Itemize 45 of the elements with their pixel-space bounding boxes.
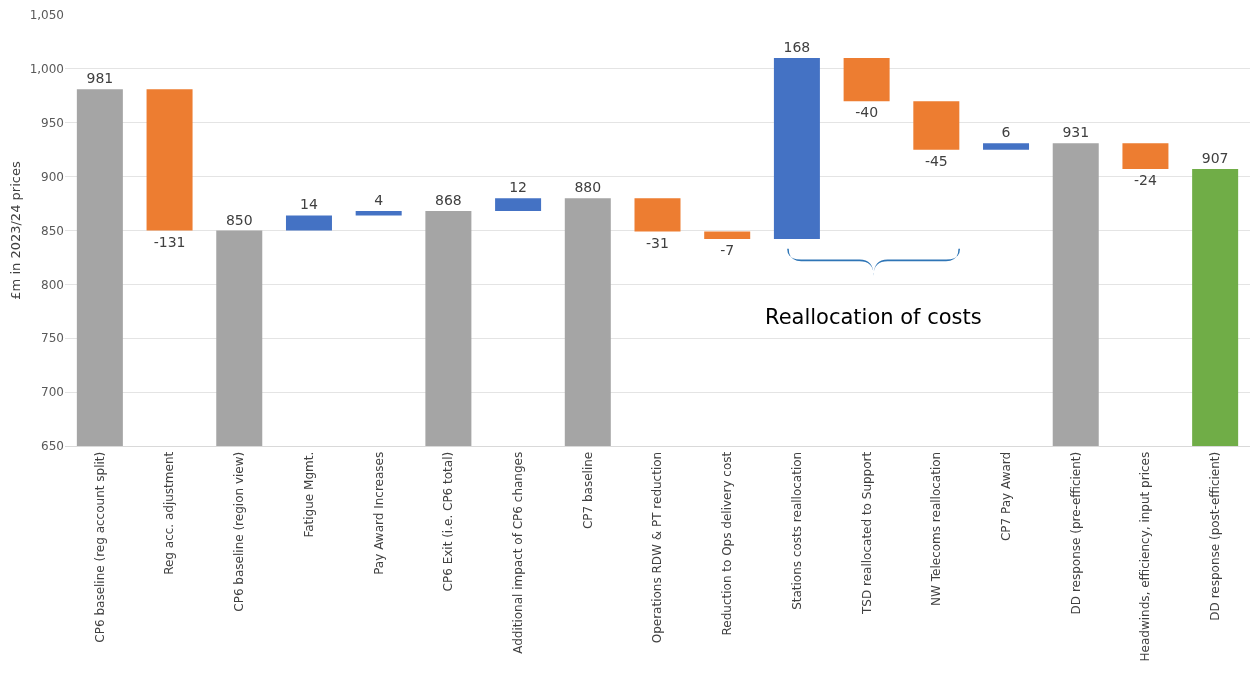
data-label: 907	[1201, 150, 1229, 167]
y-axis-title: £m in 2023/24 prices	[7, 161, 23, 300]
y-tick-label: 700	[41, 385, 64, 400]
data-label: 981	[86, 70, 114, 87]
data-label: -24	[1133, 172, 1157, 189]
x-tick-label: CP6 Exit (i.e. CP6 total)	[441, 451, 456, 592]
data-label: -131	[153, 233, 186, 250]
data-label: 6	[1001, 124, 1011, 141]
x-tick-label: DD response (post-efficient)	[1208, 451, 1223, 621]
data-label: -40	[855, 104, 879, 121]
y-tick-label: 900	[41, 169, 64, 184]
data-label: -45	[924, 152, 948, 169]
x-tick-label: CP6 baseline (reg account split)	[92, 451, 107, 643]
y-tick-label: 850	[41, 223, 64, 238]
y-tick-label: 950	[41, 115, 64, 130]
data-label: 850	[225, 211, 253, 228]
x-tick-label: CP7 baseline	[580, 451, 595, 530]
y-tick-label: 650	[41, 439, 64, 454]
data-label: -7	[720, 242, 735, 259]
x-tick-label: TSD reallocated to Support	[859, 451, 874, 615]
x-tick-label: Reduction to Ops delivery cost	[720, 451, 735, 636]
x-tick-label: Additional impact of CP6 changes	[510, 451, 525, 654]
y-tick-label: 1,000	[29, 62, 64, 77]
x-tick-label: Operations RDW & PT reduction	[650, 451, 665, 644]
x-tick-label: Reg acc. adjustment	[162, 451, 177, 575]
x-tick-label: DD response (pre-efficient)	[1068, 451, 1083, 615]
x-tick-label: NW Telecoms reallocation	[929, 451, 944, 606]
data-label: 168	[783, 39, 811, 56]
data-label: -31	[646, 234, 669, 251]
data-label: 880	[574, 179, 602, 196]
x-tick-label: Fatigue Mgmt.	[301, 451, 316, 538]
data-label: 14	[300, 196, 318, 213]
data-label: 12	[509, 179, 527, 196]
x-tick-label: Headwinds, efficiency, input prices	[1138, 451, 1153, 662]
annotation: Reallocation of costs	[765, 305, 982, 329]
x-tick-label: CP6 baseline (region view)	[232, 451, 247, 612]
data-label: 931	[1062, 124, 1090, 141]
y-tick-label: 800	[41, 277, 64, 292]
y-tick-label: 1,050	[29, 8, 64, 23]
x-tick-label: Pay Award Increases	[371, 451, 386, 575]
data-label: 868	[435, 192, 462, 209]
x-tick-label: CP7 Pay Award	[998, 451, 1013, 542]
x-tick-label: Stations costs reallocation	[789, 451, 804, 610]
data-label: 4	[374, 192, 384, 209]
y-tick-label: 750	[41, 331, 64, 346]
